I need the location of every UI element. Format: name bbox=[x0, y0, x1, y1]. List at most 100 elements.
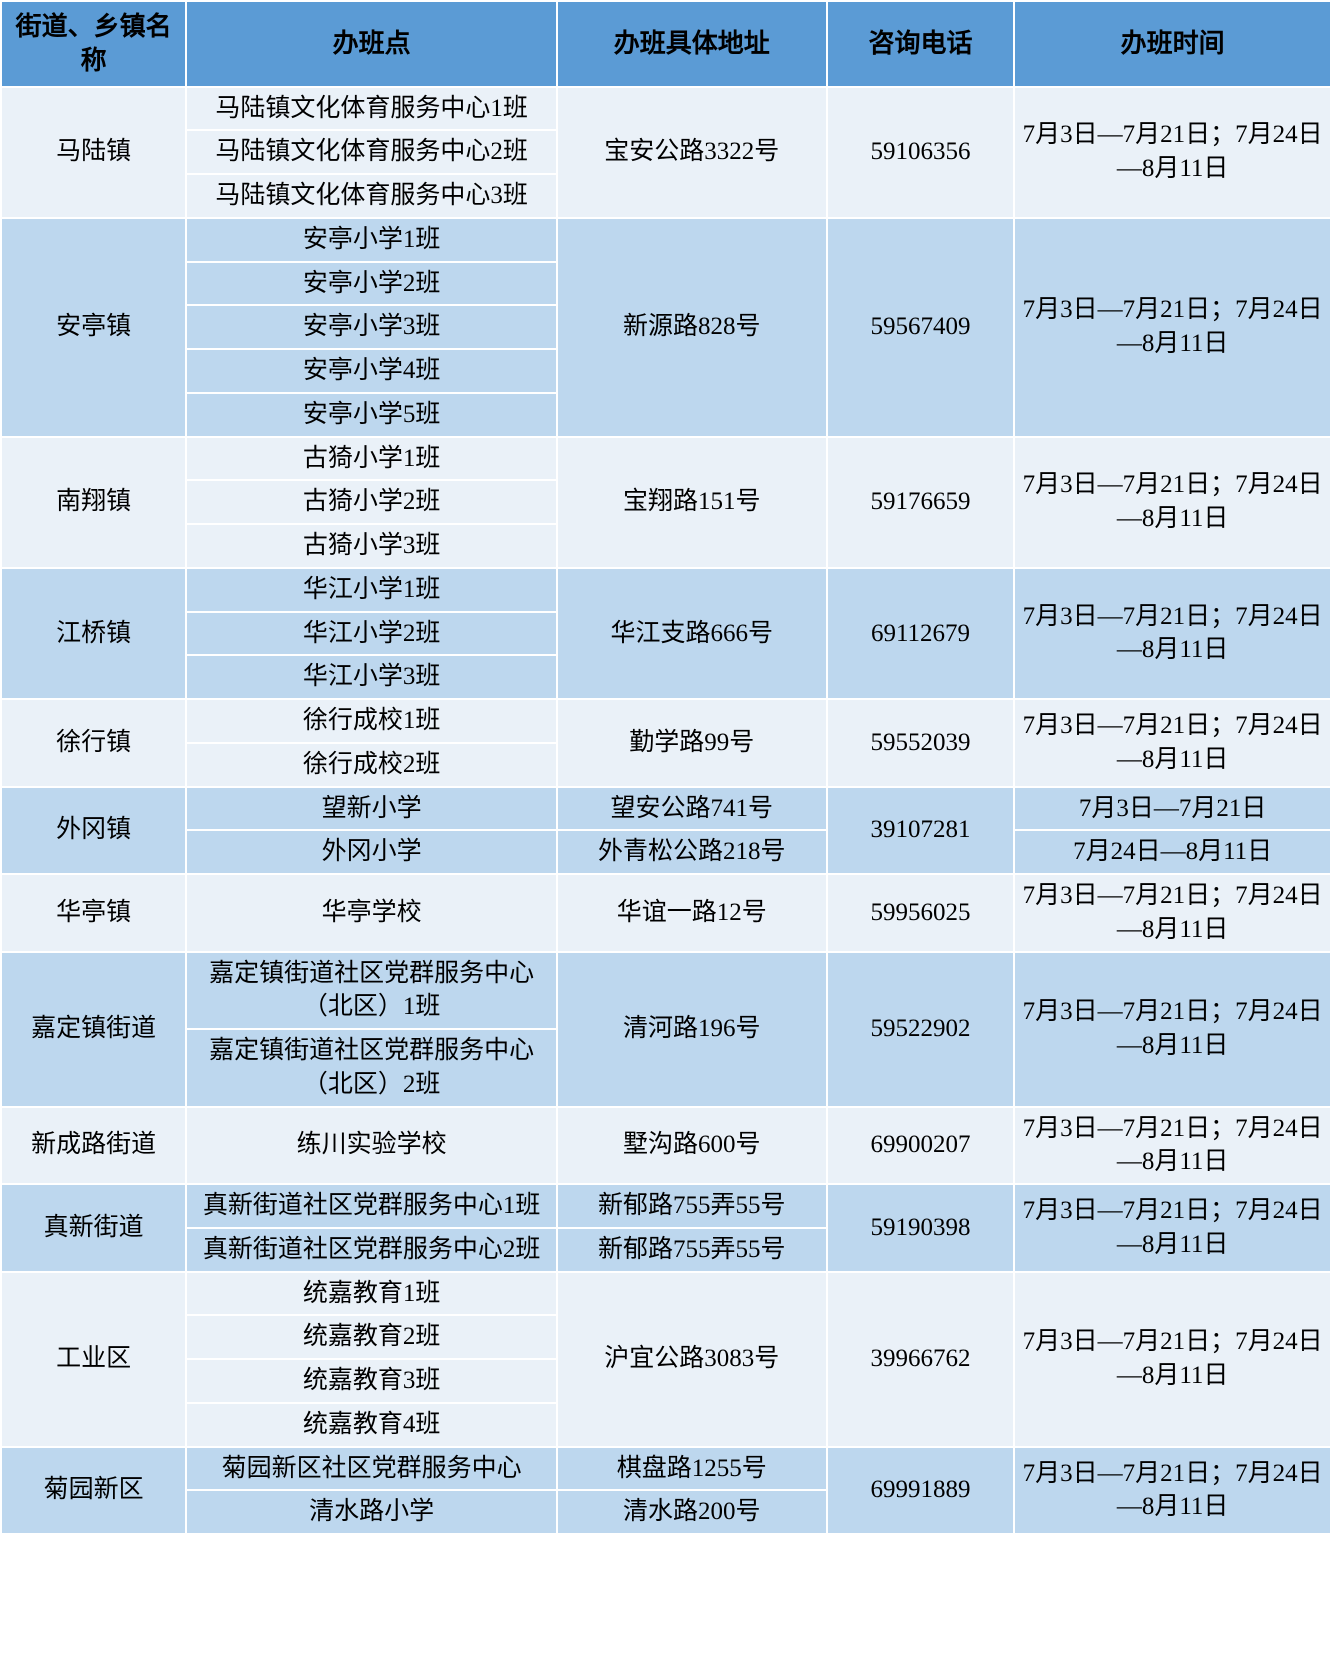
table-cell: 马陆镇文化体育服务中心3班 bbox=[186, 174, 557, 218]
table-cell: 统嘉教育3班 bbox=[186, 1359, 557, 1403]
table-cell: 59190398 bbox=[827, 1184, 1015, 1272]
table-row: 工业区统嘉教育1班沪宜公路3083号399667627月3日—7月21日；7月2… bbox=[1, 1272, 1331, 1316]
table-cell: 华江支路666号 bbox=[557, 568, 827, 699]
table-cell: 真新街道社区党群服务中心2班 bbox=[186, 1228, 557, 1272]
table-cell: 外冈小学 bbox=[186, 830, 557, 874]
table-cell: 69991889 bbox=[827, 1447, 1015, 1535]
table-cell: 棋盘路1255号 bbox=[557, 1447, 827, 1491]
table-cell: 7月24日—8月11日 bbox=[1014, 830, 1331, 874]
table-cell: 清水路200号 bbox=[557, 1490, 827, 1534]
col-point: 办班点 bbox=[186, 1, 557, 87]
table-cell: 真新街道社区党群服务中心1班 bbox=[186, 1184, 557, 1228]
table-cell: 马陆镇文化体育服务中心2班 bbox=[186, 130, 557, 174]
table-row: 马陆镇马陆镇文化体育服务中心1班宝安公路3322号591063567月3日—7月… bbox=[1, 87, 1331, 131]
table-cell: 古猗小学1班 bbox=[186, 437, 557, 481]
table-cell: 新郁路755弄55号 bbox=[557, 1228, 827, 1272]
table-cell: 外冈镇 bbox=[1, 787, 186, 875]
table-cell: 古猗小学3班 bbox=[186, 524, 557, 568]
table-cell: 徐行镇 bbox=[1, 699, 186, 787]
col-phone: 咨询电话 bbox=[827, 1, 1015, 87]
table-cell: 宝翔路151号 bbox=[557, 437, 827, 568]
table-row: 嘉定镇街道嘉定镇街道社区党群服务中心（北区）1班清河路196号595229027… bbox=[1, 952, 1331, 1030]
table-cell: 安亭小学5班 bbox=[186, 393, 557, 437]
table-cell: 嘉定镇街道社区党群服务中心（北区）1班 bbox=[186, 952, 557, 1030]
table-cell: 7月3日—7月21日；7月24日—8月11日 bbox=[1014, 568, 1331, 699]
table-cell: 59552039 bbox=[827, 699, 1015, 787]
table-cell: 69112679 bbox=[827, 568, 1015, 699]
table-cell: 古猗小学2班 bbox=[186, 480, 557, 524]
table-cell: 宝安公路3322号 bbox=[557, 87, 827, 218]
table-cell: 南翔镇 bbox=[1, 437, 186, 568]
table-cell: 7月3日—7月21日；7月24日—8月11日 bbox=[1014, 218, 1331, 437]
col-town: 街道、乡镇名称 bbox=[1, 1, 186, 87]
table-cell: 7月3日—7月21日；7月24日—8月11日 bbox=[1014, 1184, 1331, 1272]
table-cell: 徐行成校1班 bbox=[186, 699, 557, 743]
table-cell: 华江小学2班 bbox=[186, 612, 557, 656]
table-cell: 清河路196号 bbox=[557, 952, 827, 1107]
table-cell: 嘉定镇街道社区党群服务中心（北区）2班 bbox=[186, 1029, 557, 1107]
table-header-row: 街道、乡镇名称 办班点 办班具体地址 咨询电话 办班时间 bbox=[1, 1, 1331, 87]
table-cell: 华江小学1班 bbox=[186, 568, 557, 612]
table-cell: 江桥镇 bbox=[1, 568, 186, 699]
table-cell: 安亭小学3班 bbox=[186, 305, 557, 349]
table-cell: 统嘉教育4班 bbox=[186, 1403, 557, 1447]
class-location-table: 街道、乡镇名称 办班点 办班具体地址 咨询电话 办班时间 马陆镇马陆镇文化体育服… bbox=[0, 0, 1332, 1535]
table-cell: 望安公路741号 bbox=[557, 787, 827, 831]
table-cell: 新成路街道 bbox=[1, 1107, 186, 1185]
table-cell: 菊园新区社区党群服务中心 bbox=[186, 1447, 557, 1491]
table-cell: 7月3日—7月21日；7月24日—8月11日 bbox=[1014, 1272, 1331, 1447]
table-cell: 清水路小学 bbox=[186, 1490, 557, 1534]
table-cell: 工业区 bbox=[1, 1272, 186, 1447]
table-row: 外冈小学外青松公路218号 7月24日—8月11日 bbox=[1, 830, 1331, 874]
table-row: 安亭镇安亭小学1班新源路828号595674097月3日—7月21日；7月24日… bbox=[1, 218, 1331, 262]
table-cell: 徐行成校2班 bbox=[186, 743, 557, 787]
table-cell: 勤学路99号 bbox=[557, 699, 827, 787]
table-cell: 39107281 bbox=[827, 787, 1015, 875]
table-cell: 沪宜公路3083号 bbox=[557, 1272, 827, 1447]
table-row: 徐行镇徐行成校1班勤学路99号595520397月3日—7月21日；7月24日—… bbox=[1, 699, 1331, 743]
table-cell: 7月3日—7月21日；7月24日—8月11日 bbox=[1014, 952, 1331, 1107]
table-cell: 嘉定镇街道 bbox=[1, 952, 186, 1107]
table-body: 马陆镇马陆镇文化体育服务中心1班宝安公路3322号591063567月3日—7月… bbox=[1, 87, 1331, 1535]
table-cell: 安亭镇 bbox=[1, 218, 186, 437]
table-cell: 马陆镇文化体育服务中心1班 bbox=[186, 87, 557, 131]
table-cell: 69900207 bbox=[827, 1107, 1015, 1185]
table-cell: 望新小学 bbox=[186, 787, 557, 831]
table-cell: 华江小学3班 bbox=[186, 655, 557, 699]
table-row: 新成路街道练川实验学校墅沟路600号699002077月3日—7月21日；7月2… bbox=[1, 1107, 1331, 1185]
table-cell: 7月3日—7月21日；7月24日—8月11日 bbox=[1014, 87, 1331, 218]
table-cell: 菊园新区 bbox=[1, 1447, 186, 1535]
table-cell: 华亭学校 bbox=[186, 874, 557, 952]
table-cell: 7月3日—7月21日；7月24日—8月11日 bbox=[1014, 437, 1331, 568]
col-time: 办班时间 bbox=[1014, 1, 1331, 87]
table-row: 真新街道真新街道社区党群服务中心1班新郁路755弄55号591903987月3日… bbox=[1, 1184, 1331, 1228]
table-cell: 7月3日—7月21日 bbox=[1014, 787, 1331, 831]
table-cell: 外青松公路218号 bbox=[557, 830, 827, 874]
table-cell: 59176659 bbox=[827, 437, 1015, 568]
table-cell: 7月3日—7月21日；7月24日—8月11日 bbox=[1014, 1447, 1331, 1535]
table-cell: 新源路828号 bbox=[557, 218, 827, 437]
table-cell: 7月3日—7月21日；7月24日—8月11日 bbox=[1014, 699, 1331, 787]
table-cell: 安亭小学1班 bbox=[186, 218, 557, 262]
table-cell: 59956025 bbox=[827, 874, 1015, 952]
table-row: 江桥镇华江小学1班华江支路666号691126797月3日—7月21日；7月24… bbox=[1, 568, 1331, 612]
table-cell: 安亭小学4班 bbox=[186, 349, 557, 393]
table-cell: 真新街道 bbox=[1, 1184, 186, 1272]
table-cell: 华谊一路12号 bbox=[557, 874, 827, 952]
table-cell: 59106356 bbox=[827, 87, 1015, 218]
table-cell: 统嘉教育1班 bbox=[186, 1272, 557, 1316]
table-cell: 马陆镇 bbox=[1, 87, 186, 218]
table-cell: 39966762 bbox=[827, 1272, 1015, 1447]
table-cell: 7月3日—7月21日；7月24日—8月11日 bbox=[1014, 1107, 1331, 1185]
table-cell: 统嘉教育2班 bbox=[186, 1315, 557, 1359]
table-cell: 新郁路755弄55号 bbox=[557, 1184, 827, 1228]
table-cell: 7月3日—7月21日；7月24日—8月11日 bbox=[1014, 874, 1331, 952]
table-cell: 墅沟路600号 bbox=[557, 1107, 827, 1185]
table-row: 华亭镇华亭学校华谊一路12号599560257月3日—7月21日；7月24日—8… bbox=[1, 874, 1331, 952]
table-cell: 练川实验学校 bbox=[186, 1107, 557, 1185]
table-row: 外冈镇望新小学望安公路741号391072817月3日—7月21日 bbox=[1, 787, 1331, 831]
table-row: 菊园新区菊园新区社区党群服务中心棋盘路1255号699918897月3日—7月2… bbox=[1, 1447, 1331, 1491]
table-cell: 安亭小学2班 bbox=[186, 262, 557, 306]
table-cell: 59567409 bbox=[827, 218, 1015, 437]
table-cell: 59522902 bbox=[827, 952, 1015, 1107]
